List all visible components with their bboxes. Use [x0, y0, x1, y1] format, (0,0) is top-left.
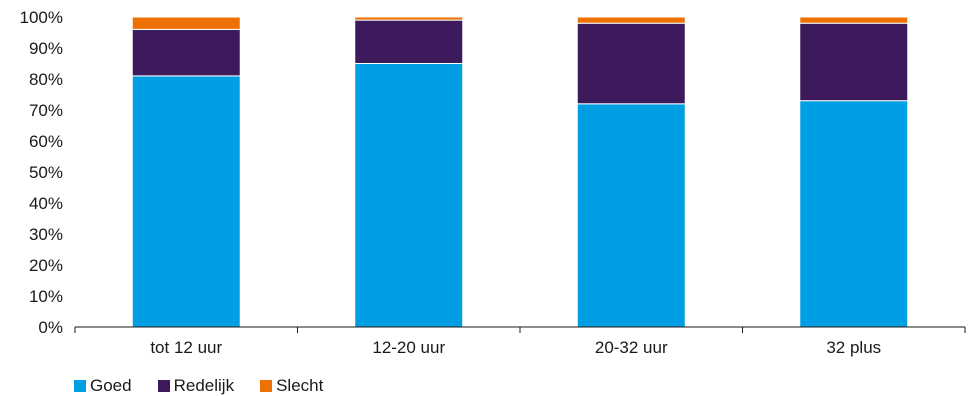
y-tick-label: 50%	[29, 163, 63, 182]
y-tick-label: 60%	[29, 132, 63, 151]
bar-segment-goed	[799, 100, 909, 328]
legend-item-slecht: Slecht	[260, 376, 323, 396]
y-axis-ticks: 0% 10% 20% 30% 40% 50% 60% 70% 80% 90% 100%	[20, 8, 63, 337]
x-axis	[74, 326, 966, 333]
bar-stacks	[131, 16, 909, 328]
legend-item-redelijk: Redelijk	[157, 376, 235, 396]
bar-segment-redelijk	[354, 19, 464, 65]
stacked-bar-chart: 0% 10% 20% 30% 40% 50% 60% 70% 80% 90% 100% tot 12…	[20, 8, 966, 357]
bar-segment-slecht	[354, 16, 464, 21]
legend-label-slecht: Slecht	[276, 376, 324, 395]
bar-segment-slecht	[131, 16, 241, 30]
legend-label-redelijk: Redelijk	[173, 376, 235, 395]
bar-segment-slecht	[576, 16, 686, 24]
legend-swatch-slecht	[260, 380, 273, 392]
y-tick-label: 100%	[20, 8, 63, 27]
y-tick-label: 40%	[29, 194, 63, 213]
y-tick-label: 30%	[29, 225, 63, 244]
legend: Goed Redelijk Slecht	[74, 376, 349, 396]
bar-segment-goed	[131, 75, 241, 328]
y-tick-label: 20%	[29, 256, 63, 275]
bar-segment-redelijk	[576, 22, 686, 105]
x-tick-label: tot 12 uur	[150, 338, 222, 357]
y-tick-label: 0%	[38, 318, 63, 337]
bar-segment-redelijk	[131, 28, 241, 77]
x-axis-labels: tot 12 uur 12-20 uur 20-32 uur 32 plus	[150, 338, 881, 357]
y-tick-label: 10%	[29, 287, 63, 306]
bar-segment-goed	[354, 63, 464, 328]
bar-segment-goed	[576, 103, 686, 328]
bar-segment-slecht	[799, 16, 909, 24]
legend-item-goed: Goed	[74, 376, 132, 396]
x-tick-label: 20-32 uur	[595, 338, 668, 357]
legend-swatch-redelijk	[157, 380, 170, 392]
y-tick-label: 80%	[29, 70, 63, 89]
legend-label-goed: Goed	[90, 376, 132, 395]
bar-segment-redelijk	[799, 22, 909, 102]
y-tick-label: 90%	[29, 39, 63, 58]
y-tick-label: 70%	[29, 101, 63, 120]
legend-swatch-goed	[74, 380, 86, 392]
x-tick-label: 32 plus	[826, 338, 881, 357]
x-tick-label: 12-20 uur	[372, 338, 445, 357]
